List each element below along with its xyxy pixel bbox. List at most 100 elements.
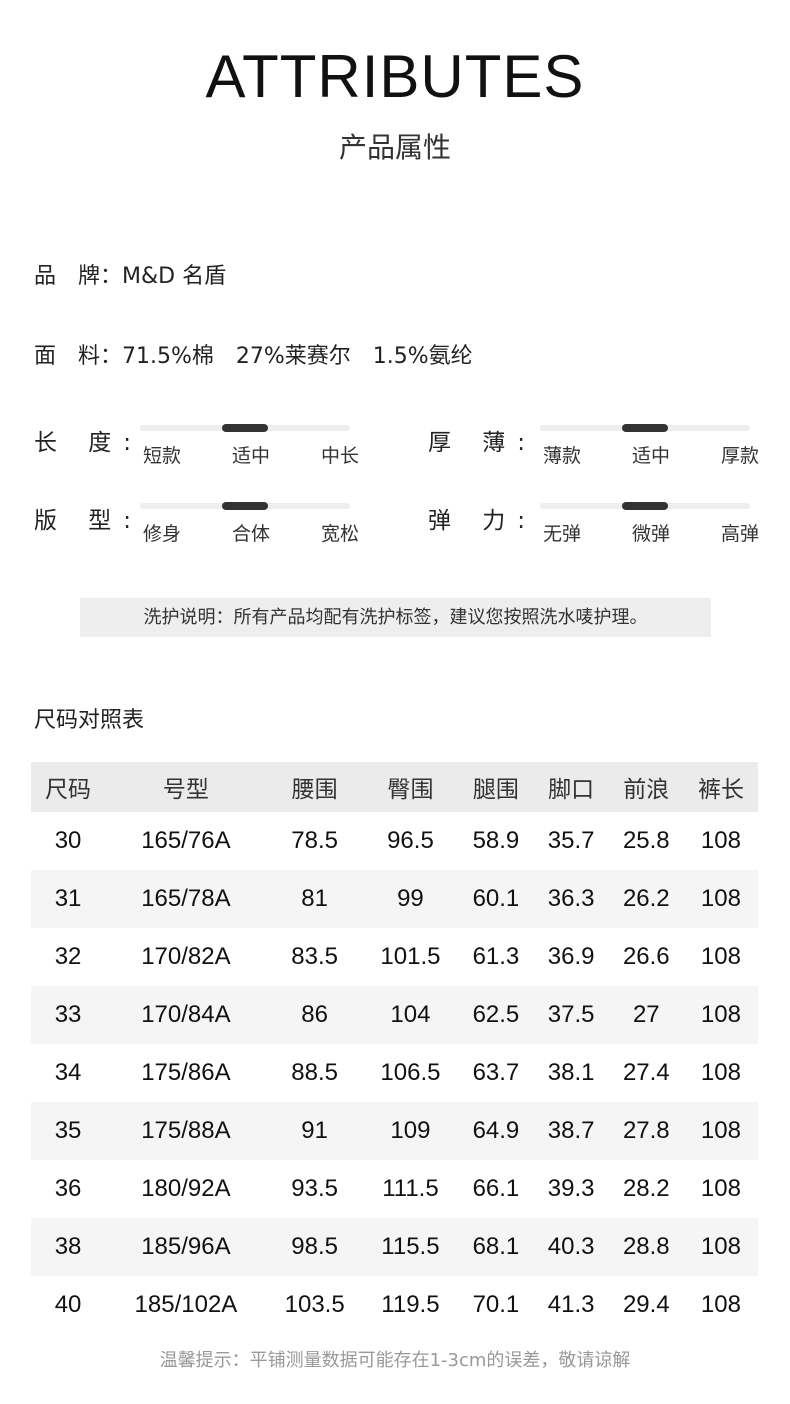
table-cell: 108: [683, 1218, 758, 1276]
table-cell: 37.5: [533, 986, 609, 1044]
table-cell: 115.5: [362, 1218, 459, 1276]
table-cell: 96.5: [387, 827, 434, 854]
table-cell: 103.5: [284, 1291, 345, 1318]
table-cell: 108: [683, 986, 758, 1044]
table-cell: 99: [362, 870, 459, 928]
table-cell: 36: [54, 1175, 82, 1202]
table-cell: 185/96A: [105, 1218, 267, 1276]
attribute-option: 短款: [143, 445, 182, 467]
column-header: 脚口: [533, 762, 609, 812]
table-cell: 34: [54, 1059, 82, 1086]
table-cell: 32: [54, 943, 82, 970]
table-cell: 108: [683, 870, 758, 928]
table-cell: 180/92A: [141, 1175, 231, 1202]
table-cell: 61.3: [472, 943, 520, 970]
fabric-line: 面 料：71.5%棉 27%莱赛尔 1.5%氨纶: [34, 344, 473, 369]
table-cell: 28.8: [608, 1218, 684, 1276]
table-cell: 38.7: [533, 1102, 609, 1160]
table-cell: 30: [54, 827, 82, 854]
attribute-option: 中长: [320, 445, 359, 467]
table-cell: 108: [683, 1102, 758, 1160]
table-cell: 108: [700, 1175, 741, 1202]
table-cell: 60.1: [458, 870, 534, 928]
table-cell: 36.3: [533, 870, 609, 928]
table-row: 40 185/102A 103.5 119.5 70.1 41.3 29.4 108: [31, 1276, 758, 1334]
table-row: 30 165/76A 78.5 96.5 58.9 35.7 25.8 108: [31, 812, 758, 870]
table-row: 36 180/92A 93.5 111.5 66.1 39.3 28.2 108: [31, 1160, 758, 1218]
table-cell: 27.4: [622, 1059, 670, 1086]
table-cell: 108: [700, 943, 741, 970]
table-cell: 165/78A: [105, 870, 267, 928]
table-cell: 35.7: [547, 827, 595, 854]
table-cell: 88.5: [291, 1059, 339, 1086]
page-title: ATTRIBUTES: [205, 43, 585, 110]
table-cell: 35: [31, 1102, 106, 1160]
table-cell: 38: [31, 1218, 106, 1276]
attribute-label: 厚 薄:: [428, 430, 538, 456]
table-cell: 170/82A: [141, 943, 231, 970]
size-chart-title: 尺码对照表: [34, 708, 145, 733]
attribute-options: 修身 合体 宽松: [143, 519, 359, 546]
column-header: 裤长: [683, 762, 758, 812]
table-cell: 78.5: [291, 827, 339, 854]
table-cell: 26.6: [622, 943, 670, 970]
attribute-label: 长 度:: [34, 430, 144, 456]
table-cell: 28.2: [622, 1175, 670, 1202]
attribute-label: 弹 力:: [428, 508, 538, 534]
table-cell: 29.4: [622, 1291, 670, 1318]
table-cell: 108: [700, 1291, 741, 1318]
table-row: 33 170/84A 86 104 62.5 37.5 27 108: [31, 986, 758, 1044]
table-cell: 70.1: [472, 1291, 520, 1318]
table-cell: 175/86A: [141, 1059, 231, 1086]
brand-line: 品 牌：M&D 名盾: [34, 264, 227, 289]
attribute-option: 厚款: [720, 445, 759, 467]
attribute-scale-track: [540, 424, 750, 432]
attribute-option: 宽松: [320, 523, 359, 545]
attribute-options: 薄款 适中 厚款: [543, 441, 759, 468]
table-cell: 185/102A: [134, 1291, 238, 1318]
attribute-scale-track: [140, 424, 350, 432]
table-cell: 68.1: [458, 1218, 534, 1276]
table-row: 38 185/96A 98.5 115.5 68.1 40.3 28.8 108: [31, 1218, 758, 1276]
table-cell: 66.1: [472, 1175, 520, 1202]
attribute-scale-indicator: [622, 502, 668, 510]
table-cell: 91: [266, 1102, 363, 1160]
table-cell: 86: [266, 986, 363, 1044]
size-table: 尺码 号型 腰围 臀围 腿围 脚口 前浪 裤长 30 165/76A 78.5 96.5 58.9 35…: [31, 762, 758, 1334]
attribute-label: 版 型:: [34, 508, 144, 534]
attribute-scale-track: [540, 502, 750, 510]
table-cell: 58.9: [472, 827, 520, 854]
table-cell: 31: [31, 870, 106, 928]
column-header: 尺码: [31, 762, 106, 812]
table-cell: 165/76A: [141, 827, 231, 854]
table-cell: 109: [362, 1102, 459, 1160]
attribute-option: 合体: [231, 523, 270, 545]
attribute-scale-track: [140, 502, 350, 510]
table-cell: 27.8: [608, 1102, 684, 1160]
table-row: 32 170/82A 83.5 101.5 61.3 36.9 26.6 108: [31, 928, 758, 986]
attribute-scale-indicator: [222, 502, 268, 510]
table-cell: 25.8: [622, 827, 670, 854]
table-row: 34 175/86A 88.5 106.5 63.7 38.1 27.4 108: [31, 1044, 758, 1102]
table-cell: 40: [54, 1291, 82, 1318]
attribute-option: 薄款: [543, 445, 582, 467]
column-header: 号型: [105, 762, 267, 812]
measurement-tip: 温馨提示：平铺测量数据可能存在1-3cm的误差，敬请谅解: [159, 1350, 631, 1371]
table-row: 31 165/78A 81 99 60.1 36.3 26.2 108: [31, 870, 758, 928]
attribute-option: 适中: [631, 445, 670, 467]
table-cell: 98.5: [266, 1218, 363, 1276]
table-cell: 40.3: [533, 1218, 609, 1276]
table-cell: 26.2: [608, 870, 684, 928]
table-cell: 81: [266, 870, 363, 928]
attribute-scale-indicator: [222, 424, 268, 432]
table-cell: 27: [608, 986, 684, 1044]
table-cell: 63.7: [472, 1059, 520, 1086]
attribute-option: 高弹: [720, 523, 759, 545]
table-cell: 33: [31, 986, 106, 1044]
table-cell: 38.1: [547, 1059, 595, 1086]
column-header: 腿围: [458, 762, 534, 812]
table-cell: 62.5: [458, 986, 534, 1044]
attribute-option: 微弹: [631, 523, 670, 545]
table-cell: 170/84A: [105, 986, 267, 1044]
table-row: 35 175/88A 91 109 64.9 38.7 27.8 108: [31, 1102, 758, 1160]
